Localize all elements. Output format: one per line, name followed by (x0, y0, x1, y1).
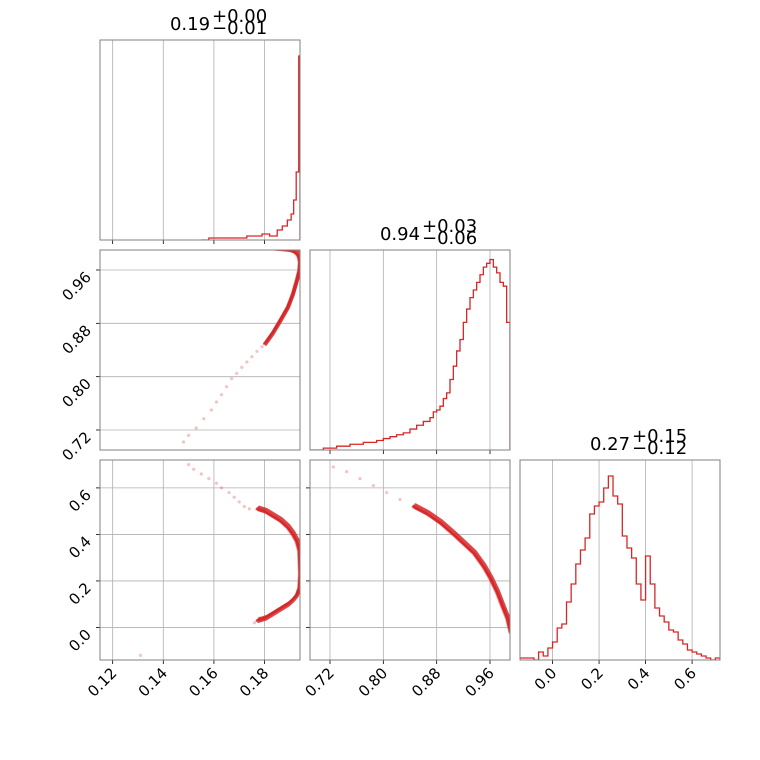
x-tick-label: 0.0 (531, 664, 561, 694)
y-tick-label: 0.80 (58, 375, 94, 411)
sample-point (194, 426, 198, 430)
y-tick-label: 0.6 (65, 486, 95, 516)
sample-point (230, 377, 234, 381)
contour-line (411, 506, 510, 634)
sample-point (214, 481, 219, 485)
sample-point (371, 483, 375, 488)
histogram-steps (310, 258, 510, 450)
sample-point (214, 400, 219, 404)
sample-point (260, 345, 264, 349)
sample-point (207, 477, 211, 481)
panel-title-upper: +0.03 (422, 216, 477, 237)
sample-point (235, 371, 239, 375)
sample-point (250, 355, 254, 359)
sample-point (138, 653, 143, 657)
sample-point (224, 385, 229, 389)
x-tick-label: 0.88 (408, 664, 444, 700)
sample-point (358, 477, 362, 481)
histogram-steps (520, 475, 720, 660)
y-tick-label: 0.2 (65, 579, 95, 609)
sample-point (385, 490, 389, 495)
panel-title: 0.19 (170, 14, 210, 35)
contour-line (412, 505, 510, 634)
contour-line (255, 508, 300, 623)
contour-line (412, 504, 510, 633)
axes-frame (309, 459, 511, 661)
sample-point (209, 408, 213, 412)
sample-point (199, 472, 203, 476)
panel-title: 0.27 (590, 434, 630, 455)
hist-param1-panel: 0.19 +0.00−0.01 (99, 6, 301, 244)
sample-point (202, 417, 206, 421)
sample-point (255, 349, 259, 353)
sample-point (252, 621, 257, 625)
scatter-p2-p3-panel: 0.72 0.80 0.88 0.96 (301, 459, 511, 700)
x-tick-label: 0.2 (577, 664, 607, 694)
contour-line (265, 250, 300, 343)
contour-line (413, 506, 510, 633)
panel-title-upper: +0.15 (632, 426, 687, 447)
x-tick-label: 0.16 (185, 664, 221, 700)
panel-title-lower: −0.12 (632, 438, 687, 459)
contour-line (255, 507, 300, 622)
sample-point (245, 360, 249, 364)
sample-point (232, 495, 236, 499)
sample-point (219, 393, 224, 397)
axes-frame (519, 459, 721, 661)
sample-point (192, 467, 196, 471)
x-tick-label: 0.6 (670, 664, 700, 694)
sample-point (181, 440, 186, 444)
contour-line (256, 507, 300, 621)
sample-point (187, 463, 191, 467)
x-tick-label: 0.14 (135, 664, 171, 700)
contour-line (414, 503, 510, 626)
contour-line (257, 505, 300, 620)
panel-title-lower: −0.06 (422, 228, 477, 249)
y-tick-label: 0.0 (65, 626, 95, 656)
contour-line (257, 509, 300, 623)
x-tick-label: 0.12 (84, 664, 120, 700)
x-tick-label: 0.4 (624, 664, 654, 694)
panel-title-lower: −0.01 (212, 18, 267, 39)
sample-point (331, 465, 335, 469)
hist-param3-panel: 0.0 0.2 0.4 0.6 0.27 +0.15−0.12 (519, 426, 721, 694)
scatter-p1-p2-panel: 0.72 0.80 0.88 0.96 (58, 244, 301, 464)
axes-frame (309, 249, 511, 451)
contour-line (264, 250, 300, 346)
axes-frame (99, 249, 301, 451)
sample-point (240, 365, 244, 369)
x-tick-label: 0.72 (301, 664, 337, 700)
sample-point (237, 500, 241, 504)
sample-point (247, 507, 251, 511)
scatter-p1-p3-panel: 0.12 0.14 0.16 0.18 0.0 0.2 0.4 0.6 (65, 459, 301, 700)
y-tick-label: 0.88 (58, 321, 94, 357)
x-tick-label: 0.18 (236, 664, 272, 700)
y-tick-label: 0.72 (58, 428, 94, 464)
hist-param2-panel: 0.94 +0.03−0.06 (309, 216, 511, 454)
sample-point (345, 470, 349, 474)
sample-point (227, 490, 231, 495)
y-tick-label: 0.96 (58, 268, 94, 304)
sample-point (242, 504, 246, 509)
x-tick-label: 0.96 (461, 664, 497, 700)
y-tick-label: 0.4 (65, 533, 95, 563)
sample-point (398, 497, 402, 502)
sample-point (111, 244, 114, 247)
axes-frame (99, 39, 301, 241)
sample-point (187, 433, 191, 437)
panel-title: 0.94 (380, 224, 420, 245)
x-tick-label: 0.80 (355, 664, 391, 700)
axes-frame (99, 459, 301, 661)
sample-point (121, 244, 124, 247)
panel-title-upper: +0.00 (212, 6, 267, 27)
sample-point (219, 486, 224, 490)
histogram-steps (201, 55, 300, 240)
